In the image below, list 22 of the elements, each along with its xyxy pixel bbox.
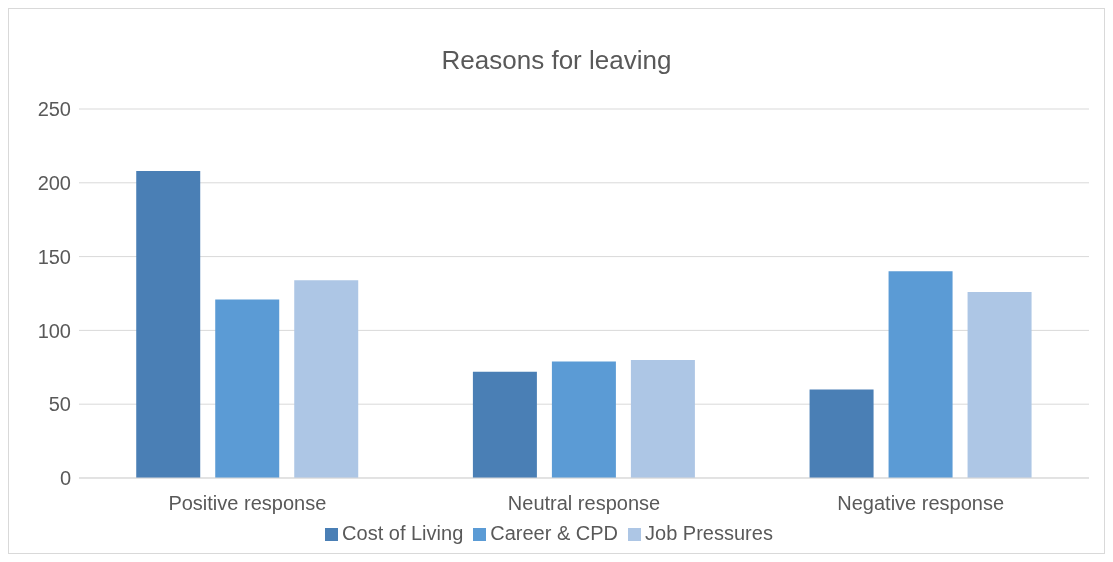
bar <box>809 389 874 478</box>
legend-label: Cost of Living <box>342 522 464 544</box>
y-tick-label: 100 <box>37 319 71 342</box>
x-tick-label: Neutral response <box>507 492 661 515</box>
y-tick-label: 50 <box>48 393 71 416</box>
bar <box>294 280 359 478</box>
y-tick-label: 200 <box>37 171 71 194</box>
bar <box>630 359 695 478</box>
y-tick-label: 250 <box>37 98 71 121</box>
y-tick-label: 0 <box>59 467 71 490</box>
y-tick-label: 150 <box>37 245 71 268</box>
legend-label: Job Pressures <box>645 522 773 544</box>
x-tick-label: Negative response <box>837 492 1005 515</box>
bar <box>551 361 616 478</box>
legend-label: Career & CPD <box>490 522 619 544</box>
bar <box>967 292 1032 478</box>
bar <box>215 299 280 478</box>
bar <box>472 371 537 478</box>
bar <box>136 170 201 478</box>
bar <box>888 271 953 478</box>
x-tick-label: Positive response <box>168 492 327 515</box>
chart-title: Reasons for leaving <box>440 44 673 77</box>
